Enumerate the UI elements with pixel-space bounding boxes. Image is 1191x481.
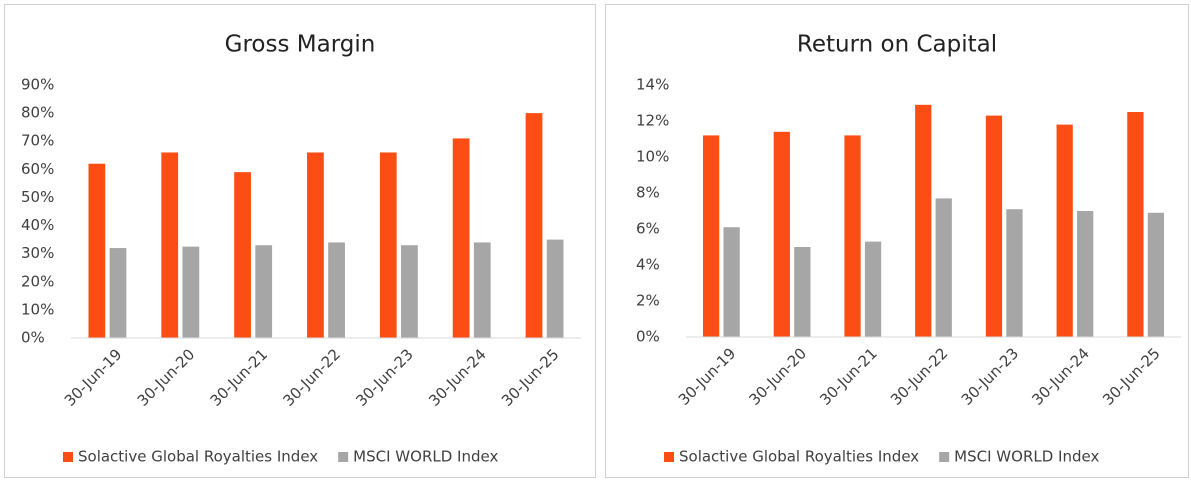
x-tick-label: 30-Jun-20 bbox=[746, 344, 811, 409]
y-tick-label: 4% bbox=[636, 256, 660, 274]
y-tick-label: 2% bbox=[636, 292, 660, 310]
x-tick-label: 30-Jun-21 bbox=[207, 345, 272, 410]
x-tick-label: 30-Jun-25 bbox=[1099, 344, 1164, 409]
y-tick-label: 0% bbox=[636, 328, 660, 346]
x-tick-label: 30-Jun-25 bbox=[498, 345, 563, 410]
y-tick-label: 70% bbox=[21, 132, 54, 150]
y-tick-label: 80% bbox=[21, 104, 54, 122]
x-tick-label: 30-Jun-19 bbox=[675, 344, 740, 409]
bar bbox=[161, 152, 179, 338]
chart-panel: Gross Margin 0% 10% 20% 30% 40% 50% 60% 70% 80% 90… bbox=[4, 4, 596, 478]
y-tick-label: 8% bbox=[636, 184, 660, 202]
y-tick-label: 50% bbox=[21, 188, 54, 206]
bar bbox=[307, 152, 324, 338]
y-tick-label: 30% bbox=[21, 244, 54, 262]
y-tick-label: 60% bbox=[21, 160, 54, 178]
legend-swatch bbox=[338, 452, 349, 462]
y-tick-label: 10% bbox=[636, 148, 669, 166]
bar bbox=[864, 241, 882, 337]
bar bbox=[915, 104, 932, 337]
legend-swatch bbox=[939, 452, 950, 462]
chart-panel: Return on Capital 0% 2% 4% 6% 8% 10% 12% 14% 30-J… bbox=[605, 4, 1189, 478]
bar bbox=[1127, 112, 1144, 337]
bar bbox=[844, 135, 861, 337]
legend-label: MSCI WORLD Index bbox=[954, 448, 1099, 466]
legend-label: MSCI WORLD Index bbox=[353, 448, 498, 466]
bar bbox=[1056, 124, 1073, 337]
bar bbox=[379, 152, 397, 338]
y-tick-label: 14% bbox=[636, 76, 669, 94]
bar bbox=[1077, 211, 1094, 337]
legend-label: Solactive Global Royalties Index bbox=[78, 448, 318, 466]
y-tick-label: 12% bbox=[636, 112, 669, 130]
bar bbox=[88, 163, 106, 338]
legend-swatch bbox=[63, 452, 73, 462]
x-tick-label: 30-Jun-24 bbox=[425, 345, 490, 410]
bar bbox=[109, 248, 127, 338]
x-tick-label: 30-Jun-24 bbox=[1028, 344, 1093, 409]
y-tick-label: 6% bbox=[636, 220, 660, 238]
bar bbox=[723, 227, 740, 337]
x-tick-label: 30-Jun-22 bbox=[887, 344, 952, 409]
bar bbox=[452, 138, 470, 338]
x-tick-label: 30-Jun-23 bbox=[352, 345, 417, 410]
x-tick-label: 30-Jun-19 bbox=[61, 345, 126, 410]
x-tick-label: 30-Jun-21 bbox=[816, 344, 881, 409]
legend-swatch bbox=[664, 452, 674, 462]
x-tick-label: 30-Jun-23 bbox=[958, 344, 1023, 409]
y-tick-label: 90% bbox=[21, 76, 54, 94]
bar bbox=[255, 245, 273, 338]
chart-title: Gross Margin bbox=[225, 32, 376, 58]
y-tick-label: 0% bbox=[21, 329, 45, 347]
bar bbox=[401, 245, 418, 338]
bar bbox=[985, 115, 1003, 337]
bar bbox=[328, 242, 345, 338]
bar bbox=[546, 239, 564, 338]
bar bbox=[773, 131, 790, 337]
bar bbox=[1006, 209, 1023, 337]
bar bbox=[525, 113, 543, 338]
y-tick-label: 20% bbox=[21, 272, 54, 290]
bar bbox=[702, 135, 720, 337]
legend-label: Solactive Global Royalties Index bbox=[679, 448, 919, 466]
y-tick-label: 40% bbox=[21, 216, 54, 234]
bar bbox=[473, 242, 491, 338]
bar bbox=[935, 198, 952, 337]
bar bbox=[1147, 212, 1165, 337]
x-tick-label: 30-Jun-20 bbox=[134, 345, 199, 410]
bar bbox=[794, 247, 811, 337]
chart-title: Return on Capital bbox=[797, 32, 997, 58]
bar bbox=[234, 172, 251, 338]
x-tick-label: 30-Jun-22 bbox=[279, 345, 344, 410]
y-tick-label: 10% bbox=[21, 300, 54, 318]
bar bbox=[182, 246, 200, 338]
